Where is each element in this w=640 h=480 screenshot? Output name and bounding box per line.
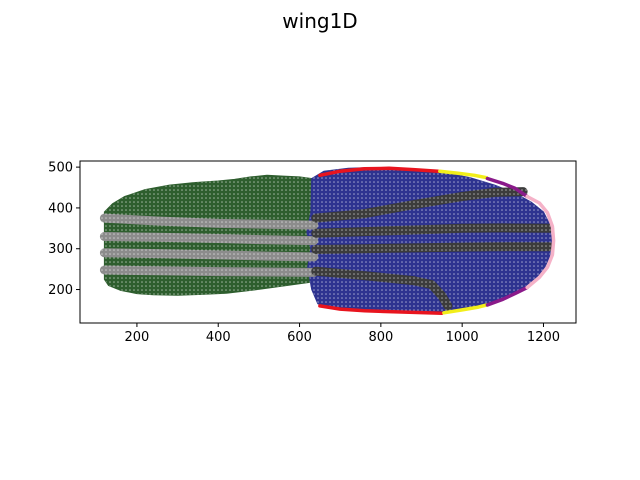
x-tick-label: 800 (368, 330, 393, 345)
x-tick-label: 1200 (527, 330, 560, 345)
x-tick-label: 200 (125, 330, 150, 345)
wing-edge-2 (438, 169, 489, 180)
wing-edge-0 (318, 166, 440, 178)
wing-edge-5 (485, 285, 529, 307)
y-axis: 200 300 400 500 (48, 161, 80, 298)
x-tick-label: 600 (287, 330, 312, 345)
x-tick-label: 1000 (446, 330, 479, 345)
wing-vein-texture-3 (99, 265, 319, 277)
axes-frame (79, 160, 577, 324)
wing-vein-texture-6 (311, 242, 555, 254)
wing-vein-texture-7 (311, 266, 453, 311)
x-tick-label: 400 (206, 330, 231, 345)
chart-title: wing1D (282, 9, 357, 33)
wing-edge-3 (442, 303, 489, 315)
y-tick-label: 200 (48, 283, 73, 298)
y-tick-label: 400 (48, 201, 73, 216)
wing-vein-texture-1 (99, 232, 319, 246)
wing-vein-texture-5 (311, 223, 555, 238)
y-tick-label: 300 (48, 242, 73, 257)
plot-content (99, 166, 556, 315)
wing-vein-texture-2 (99, 248, 319, 262)
wing-vein-texture-0 (99, 213, 319, 230)
wing-vein-texture-4 (311, 187, 528, 223)
wing-edge-4 (485, 176, 529, 199)
x-axis: 200 400 600 800 1000 1200 (125, 323, 560, 345)
wing-edge-1 (318, 304, 444, 315)
wing-edge-6 (525, 194, 556, 290)
y-tick-label: 500 (48, 161, 73, 176)
